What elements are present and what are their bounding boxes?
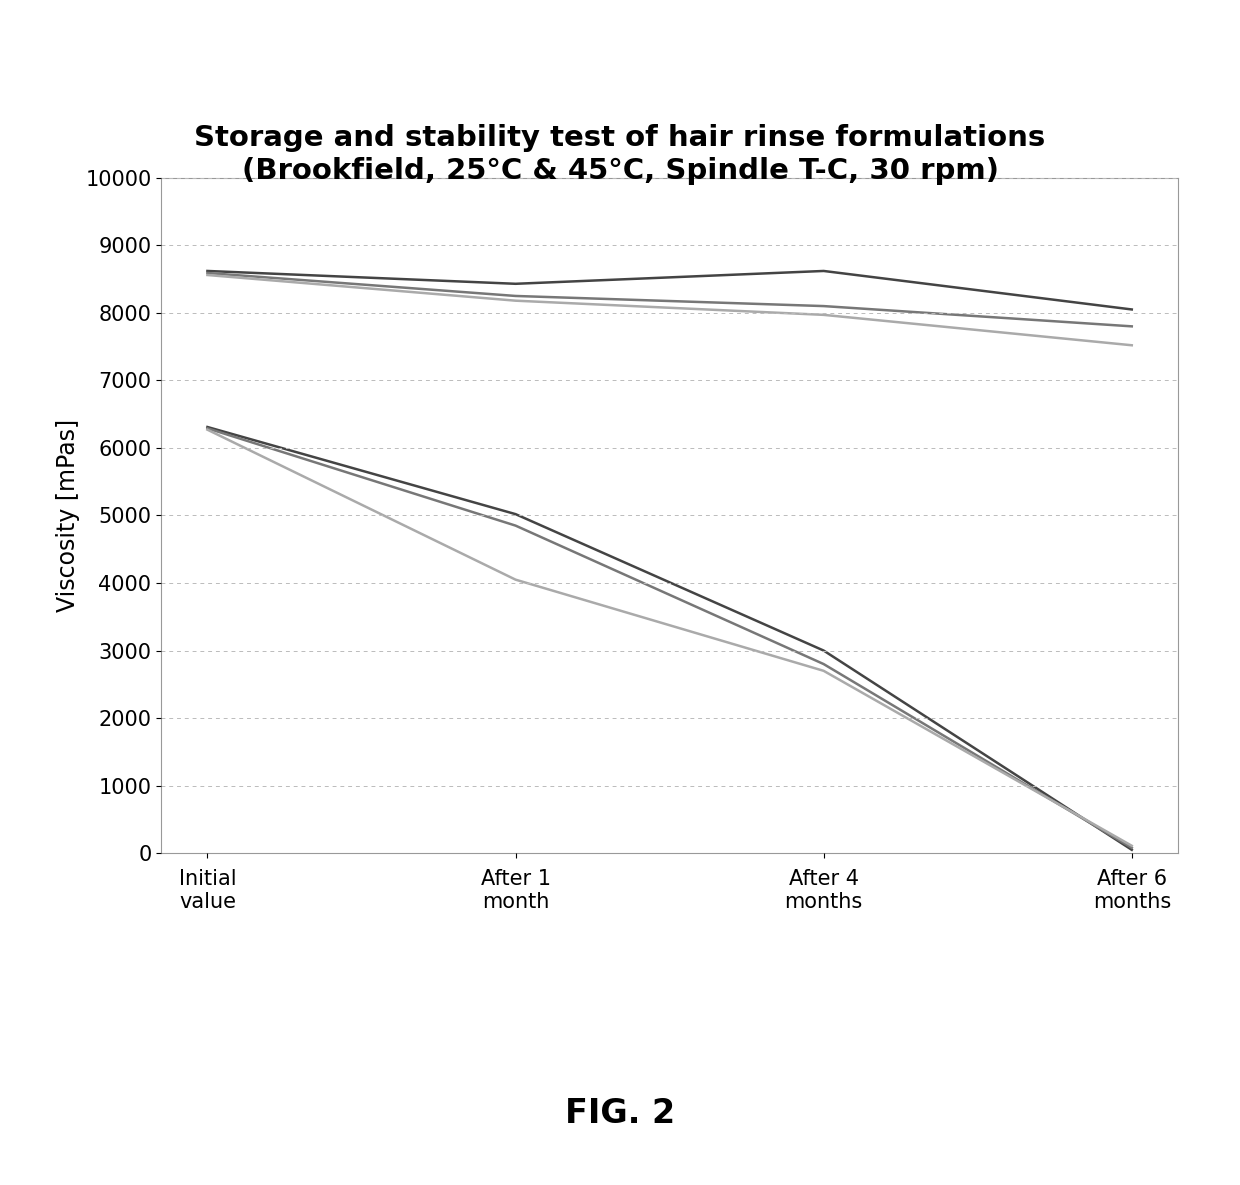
Y-axis label: Viscosity [mPas]: Viscosity [mPas] [56, 419, 79, 611]
Text: FIG. 2: FIG. 2 [565, 1097, 675, 1130]
Text: Storage and stability test of hair rinse formulations
(Brookfield, 25°C & 45°C, : Storage and stability test of hair rinse… [195, 124, 1045, 185]
